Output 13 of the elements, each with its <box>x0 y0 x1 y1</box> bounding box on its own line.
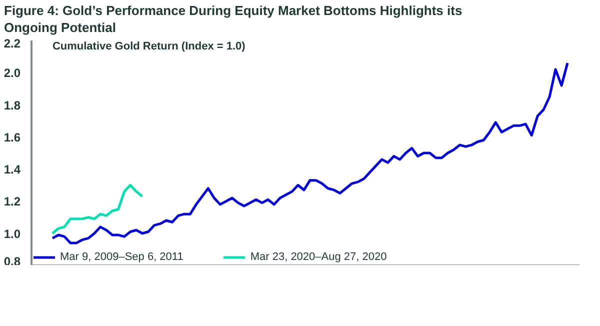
y-tick-label: 1.0 <box>4 226 21 241</box>
y-axis-title: Cumulative Gold Return (Index = 1.0) <box>52 40 246 52</box>
y-tick-label: 1.8 <box>4 98 21 112</box>
y-tick-label: 1.4 <box>4 162 21 177</box>
y-tick-label: 2.0 <box>4 66 21 80</box>
y-tick-label: 2.2 <box>4 36 21 50</box>
legend-label: Mar 23, 2020–Aug 27, 2020 <box>250 251 387 263</box>
chart-title: Figure 4: Gold’s Performance During Equity Market Bottoms Highlights its Ongoing Potential <box>4 2 464 36</box>
legend-label: Mar 9, 2009–Sep 6, 2011 <box>60 251 184 263</box>
y-tick-label: 1.6 <box>4 130 21 144</box>
y-tick-label: 1.2 <box>4 194 21 209</box>
line-series <box>51 184 144 235</box>
line-series <box>51 62 569 244</box>
